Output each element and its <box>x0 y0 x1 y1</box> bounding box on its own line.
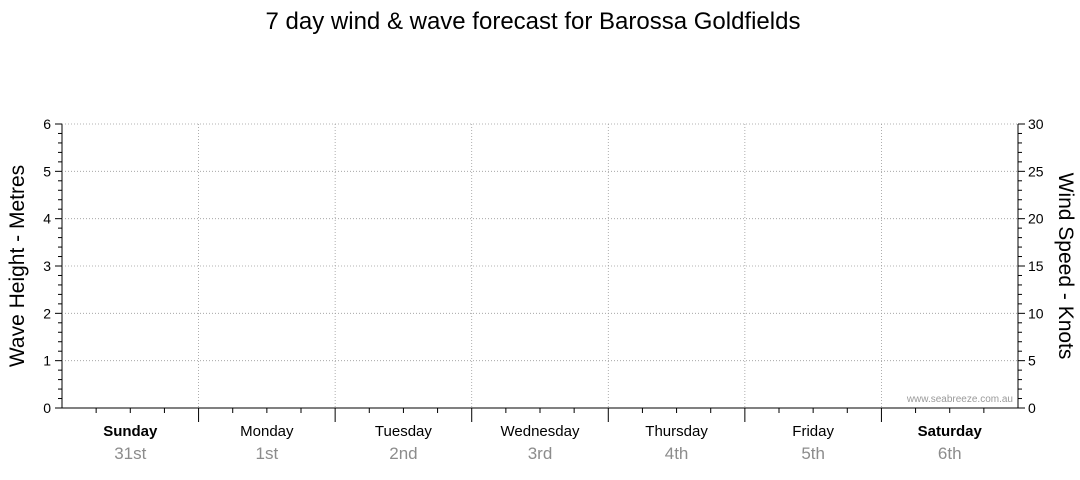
left-tick-label: 4 <box>43 211 51 227</box>
right-tick-label: 20 <box>1028 211 1044 227</box>
plot-area: 0 1 2 3 4 5 6 0 5 10 15 20 25 30 Sunday 31st Monday 1st Tu… <box>43 116 1044 463</box>
right-tick-label: 15 <box>1028 258 1044 274</box>
day-label: Saturday <box>918 423 983 440</box>
day-label: Monday <box>240 423 294 440</box>
right-tick-label: 30 <box>1028 116 1044 132</box>
right-tick-label: 25 <box>1028 163 1044 179</box>
left-tick-label: 2 <box>43 305 51 321</box>
watermark-text: www.seabreeze.com.au <box>906 394 1013 405</box>
date-label: 3rd <box>528 444 553 463</box>
right-axis-label: Wind Speed - Knots <box>1054 173 1077 360</box>
day-label: Sunday <box>103 423 158 440</box>
left-tick-label: 1 <box>43 353 51 369</box>
date-label: 2nd <box>389 444 417 463</box>
right-tick-label: 0 <box>1028 400 1036 416</box>
left-axis-label: Wave Height - Metres <box>6 165 29 367</box>
right-tick-label: 10 <box>1028 305 1044 321</box>
date-label: 4th <box>665 444 689 463</box>
left-tick-label: 6 <box>43 116 51 132</box>
left-tick-label: 3 <box>43 258 51 274</box>
date-label: 31st <box>114 444 146 463</box>
day-label: Wednesday <box>501 423 580 440</box>
chart-title: 7 day wind & wave forecast for Barossa G… <box>266 8 801 35</box>
day-label: Thursday <box>645 423 708 440</box>
date-label: 5th <box>801 444 825 463</box>
day-label: Friday <box>792 423 834 440</box>
right-tick-label: 5 <box>1028 353 1036 369</box>
date-label: 1st <box>256 444 279 463</box>
left-tick-label: 0 <box>43 400 51 416</box>
day-label: Tuesday <box>375 423 432 440</box>
date-label: 6th <box>938 444 962 463</box>
left-tick-label: 5 <box>43 163 51 179</box>
